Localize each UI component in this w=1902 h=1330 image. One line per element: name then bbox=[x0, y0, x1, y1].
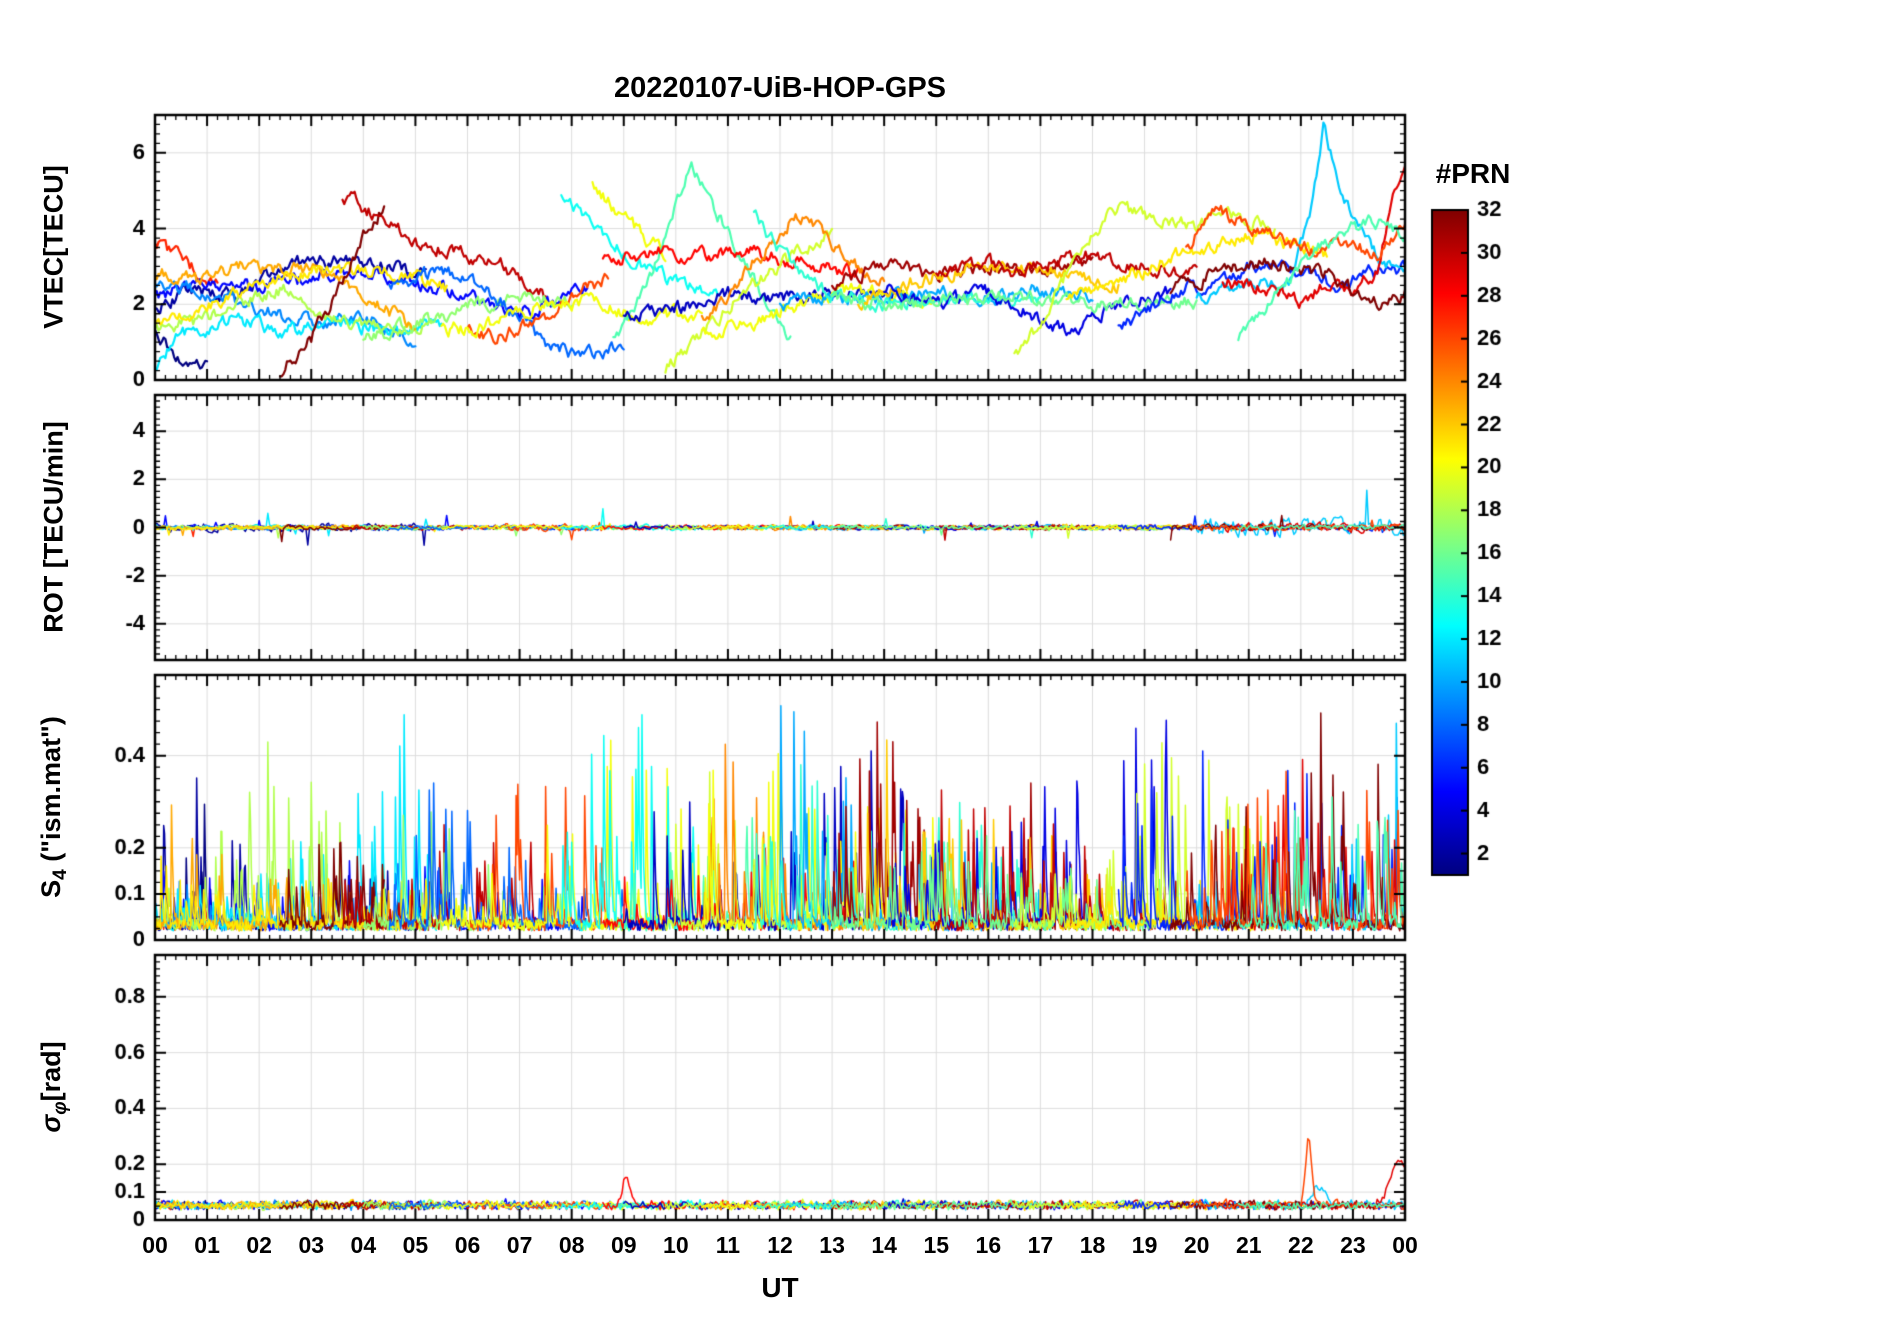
rot-panel-canvas bbox=[0, 381, 1480, 674]
x-tick-label: 11 bbox=[715, 1232, 741, 1258]
x-tick-label: 18 bbox=[1079, 1232, 1106, 1258]
x-axis-label: UT bbox=[761, 1272, 799, 1303]
x-tick-label: 00 bbox=[1392, 1232, 1418, 1258]
x-tick-label: 17 bbox=[1027, 1232, 1054, 1258]
x-tick-label: 23 bbox=[1340, 1232, 1366, 1258]
ylabel-sigma-rest: [rad] bbox=[35, 1041, 66, 1102]
ylabel-sigma-sub: φ bbox=[50, 1101, 72, 1115]
x-tick-label: 15 bbox=[923, 1232, 950, 1258]
x-tick-label: 13 bbox=[819, 1232, 845, 1258]
s4-panel-canvas bbox=[0, 661, 1480, 954]
x-tick-label: 22 bbox=[1288, 1232, 1314, 1258]
x-tick-label: 16 bbox=[975, 1232, 1002, 1258]
vtec-panel-canvas bbox=[0, 101, 1480, 394]
x-tick-label: 14 bbox=[871, 1232, 897, 1258]
ylabel-rot-text: ROT [TECU/min] bbox=[38, 421, 69, 633]
ylabel-s4-rest: ("ism.mat") bbox=[35, 716, 66, 870]
ylabel-rot: ROT [TECU/min] bbox=[39, 421, 70, 632]
chart-title: 20220107-UiB-HOP-GPS bbox=[613, 72, 947, 104]
x-tick-label: 06 bbox=[454, 1232, 481, 1258]
x-tick-label: 21 bbox=[1235, 1232, 1262, 1258]
x-tick-label: 00 bbox=[142, 1232, 168, 1258]
x-tick-label: 20 bbox=[1183, 1232, 1210, 1258]
ylabel-s4: S4 ("ism.mat") bbox=[36, 716, 72, 898]
x-tick-label: 08 bbox=[558, 1232, 585, 1258]
x-tick-label: 03 bbox=[298, 1232, 325, 1258]
x-tick-label: 09 bbox=[610, 1232, 637, 1258]
ylabel-s4-sub: 4 bbox=[50, 869, 72, 880]
ylabel-sigma-main: σ bbox=[35, 1114, 66, 1133]
ylabel-vtec: VTEC[TECU] bbox=[39, 165, 70, 329]
x-tick-label: 01 bbox=[194, 1232, 220, 1258]
x-tick-label: 07 bbox=[506, 1232, 533, 1258]
x-axis-tick-labels: 00 01 02 03 04 05 06 07 08 09 10 11 12 13 14 15 16 17 18 19… bbox=[0, 1232, 1902, 1264]
x-tick-label: 19 bbox=[1131, 1232, 1158, 1258]
x-tick-label: 12 bbox=[767, 1232, 793, 1258]
x-tick-label: 05 bbox=[402, 1232, 429, 1258]
ylabel-s4-main: S bbox=[35, 879, 66, 898]
x-tick-label: 02 bbox=[246, 1232, 272, 1258]
ylabel-sigma: σφ[rad] bbox=[36, 1041, 72, 1132]
ylabel-vtec-text: VTEC[TECU] bbox=[38, 165, 69, 329]
sigma-panel-canvas bbox=[0, 941, 1480, 1234]
colorbar bbox=[1410, 195, 1600, 915]
x-tick-label: 10 bbox=[663, 1232, 689, 1258]
x-tick-label: 04 bbox=[350, 1232, 377, 1258]
